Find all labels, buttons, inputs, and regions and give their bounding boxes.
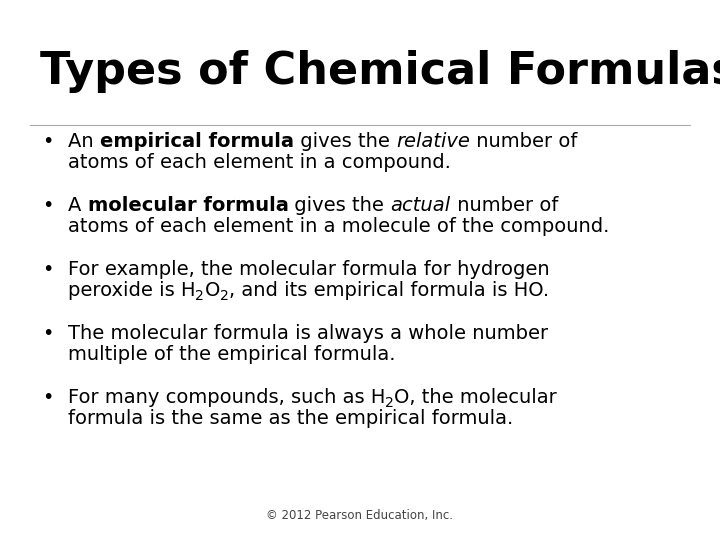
Text: gives the: gives the xyxy=(289,196,391,215)
Text: gives the: gives the xyxy=(294,132,396,151)
Text: atoms of each element in a compound.: atoms of each element in a compound. xyxy=(68,153,451,172)
Text: •: • xyxy=(42,260,53,279)
Text: For many compounds, such as H: For many compounds, such as H xyxy=(68,388,385,407)
Text: atoms of each element in a molecule of the compound.: atoms of each element in a molecule of t… xyxy=(68,217,609,236)
Text: formula is the same as the empirical formula.: formula is the same as the empirical for… xyxy=(68,409,513,428)
Text: 2: 2 xyxy=(220,289,229,303)
Text: •: • xyxy=(42,132,53,151)
Text: O, the molecular: O, the molecular xyxy=(395,388,557,407)
Text: •: • xyxy=(42,388,53,407)
Text: •: • xyxy=(42,324,53,343)
Text: •: • xyxy=(42,196,53,215)
Text: For example, the molecular formula for hydrogen: For example, the molecular formula for h… xyxy=(68,260,549,279)
Text: peroxide is H: peroxide is H xyxy=(68,281,196,300)
Text: relative: relative xyxy=(396,132,470,151)
Text: Types of Chemical Formulas: Types of Chemical Formulas xyxy=(40,50,720,93)
Text: molecular formula: molecular formula xyxy=(88,196,289,215)
Text: The molecular formula is always a whole number: The molecular formula is always a whole … xyxy=(68,324,548,343)
Text: O: O xyxy=(204,281,220,300)
Text: multiple of the empirical formula.: multiple of the empirical formula. xyxy=(68,345,395,364)
Text: © 2012 Pearson Education, Inc.: © 2012 Pearson Education, Inc. xyxy=(266,509,454,522)
Text: 2: 2 xyxy=(196,289,204,303)
Text: empirical formula: empirical formula xyxy=(100,132,294,151)
Text: number of: number of xyxy=(451,196,558,215)
Text: , and its empirical formula is HO.: , and its empirical formula is HO. xyxy=(229,281,549,300)
Text: 2: 2 xyxy=(385,396,395,410)
Text: number of: number of xyxy=(470,132,577,151)
Text: An: An xyxy=(68,132,100,151)
Text: actual: actual xyxy=(391,196,451,215)
Text: A: A xyxy=(68,196,88,215)
